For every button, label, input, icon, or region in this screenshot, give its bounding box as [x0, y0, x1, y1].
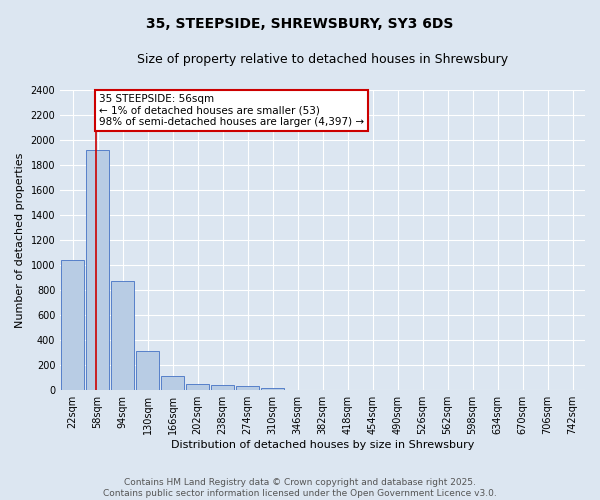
- Bar: [211, 385, 234, 390]
- Bar: [161, 376, 184, 390]
- Bar: [61, 260, 84, 390]
- Text: 35 STEEPSIDE: 56sqm
← 1% of detached houses are smaller (53)
98% of semi-detache: 35 STEEPSIDE: 56sqm ← 1% of detached hou…: [99, 94, 364, 127]
- Bar: [262, 388, 284, 390]
- Text: 35, STEEPSIDE, SHREWSBURY, SY3 6DS: 35, STEEPSIDE, SHREWSBURY, SY3 6DS: [146, 18, 454, 32]
- Title: Size of property relative to detached houses in Shrewsbury: Size of property relative to detached ho…: [137, 52, 508, 66]
- Bar: [112, 282, 134, 390]
- Bar: [236, 386, 259, 390]
- Y-axis label: Number of detached properties: Number of detached properties: [15, 152, 25, 328]
- Bar: [86, 150, 109, 390]
- Bar: [187, 384, 209, 390]
- X-axis label: Distribution of detached houses by size in Shrewsbury: Distribution of detached houses by size …: [171, 440, 474, 450]
- Text: Contains HM Land Registry data © Crown copyright and database right 2025.
Contai: Contains HM Land Registry data © Crown c…: [103, 478, 497, 498]
- Bar: [136, 351, 159, 390]
